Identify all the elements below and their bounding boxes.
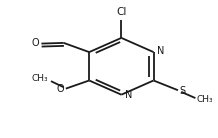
Text: N: N — [125, 90, 133, 100]
Text: N: N — [157, 46, 165, 56]
Text: S: S — [179, 86, 185, 95]
Text: O: O — [31, 38, 39, 48]
Text: O: O — [56, 84, 64, 94]
Text: CH₃: CH₃ — [31, 74, 48, 83]
Text: Cl: Cl — [116, 7, 127, 17]
Text: CH₃: CH₃ — [196, 95, 213, 104]
